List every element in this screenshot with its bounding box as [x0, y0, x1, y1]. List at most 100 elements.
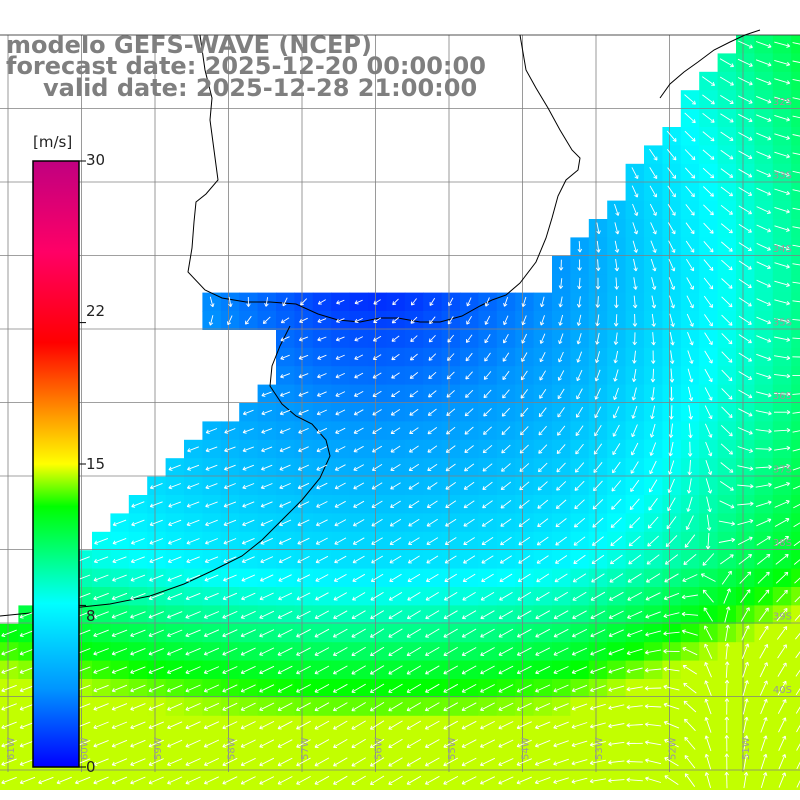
latitude-label: 33S: [773, 171, 792, 182]
wind-arrow: [246, 296, 251, 307]
wind-arrow: [335, 409, 346, 416]
wind-arrow: [774, 481, 790, 489]
wind-cell: [791, 329, 800, 349]
wind-arrow: [702, 94, 715, 105]
wind-arrow: [650, 240, 657, 253]
wind-arrow: [447, 316, 454, 325]
wind-arrow: [669, 350, 675, 364]
wind-arrow: [593, 443, 603, 455]
wind-arrow: [720, 95, 734, 104]
wind-arrow: [576, 369, 583, 382]
wind-arrow: [774, 114, 790, 122]
wind-arrow: [755, 77, 772, 86]
wind-arrow: [792, 134, 800, 137]
wind-arrow: [738, 187, 753, 196]
wind-arrow: [558, 351, 564, 363]
wind-arrow: [774, 78, 791, 85]
wind-arrow: [465, 389, 474, 398]
colorbar-unit: [m/s]: [33, 133, 73, 151]
wind-arrow: [650, 368, 656, 383]
wind-arrow: [774, 317, 791, 324]
wind-arrow: [792, 337, 800, 340]
wind-arrow: [631, 387, 637, 401]
wind-arrow: [669, 313, 675, 327]
wind-arrow: [336, 299, 345, 305]
wind-arrow: [317, 391, 327, 397]
wind-arrow: [721, 296, 733, 308]
wind-arrow: [482, 444, 493, 454]
wind-arrow: [576, 314, 582, 326]
wind-arrow: [428, 353, 437, 361]
wind-cell: [791, 476, 800, 496]
wind-arrow: [595, 296, 601, 308]
wind-cell: [791, 734, 800, 754]
wind-arrow: [261, 464, 273, 471]
wind-arrow: [168, 501, 182, 508]
wind-arrow: [738, 168, 753, 178]
wind-arrow: [704, 332, 713, 346]
wind-arrow: [596, 222, 601, 235]
wind-arrow: [632, 295, 638, 309]
wind-arrow: [521, 315, 527, 326]
wind-arrow: [391, 353, 400, 361]
wind-arrow: [792, 244, 800, 247]
wind-arrow: [651, 277, 657, 290]
wind-cell: [791, 550, 800, 570]
colorbar-tick-0: 0: [86, 758, 96, 776]
wind-arrow: [792, 263, 800, 266]
wind-cell: [791, 458, 800, 478]
wind-arrow: [792, 97, 800, 100]
wind-arrow: [595, 259, 601, 271]
wind-arrow: [502, 333, 509, 344]
wind-arrow: [354, 299, 363, 305]
graticule: [0, 34, 800, 772]
wind-arrow: [666, 149, 677, 161]
wind-arrow: [686, 295, 694, 309]
wind-arrow: [614, 295, 619, 308]
wind-arrow: [738, 297, 752, 307]
wind-arrow: [630, 461, 639, 474]
wind-arrow: [756, 95, 772, 104]
wind-arrow: [756, 224, 771, 233]
colorbar-tick-15: 15: [86, 455, 106, 473]
wind-arrow: [721, 278, 733, 289]
wind-cell: [791, 35, 800, 54]
wind-arrow: [483, 371, 492, 380]
wind-arrow: [558, 314, 564, 326]
wind-arrow: [242, 483, 255, 490]
wind-arrow: [574, 480, 585, 491]
wind-arrow: [756, 279, 771, 288]
wind-arrow: [558, 278, 564, 289]
wind-arrow: [464, 426, 474, 435]
wind-arrow: [205, 446, 218, 453]
wind-arrow: [755, 410, 772, 416]
wind-arrow: [737, 427, 753, 435]
wind-arrow: [649, 167, 658, 180]
wind-arrow: [755, 482, 772, 488]
wind-cell: [791, 642, 800, 662]
wind-arrow: [558, 333, 564, 345]
wind-arrow: [538, 425, 547, 436]
wind-arrow: [409, 353, 418, 361]
wind-arrow: [738, 371, 753, 380]
wind-arrow: [738, 205, 752, 215]
wind-arrow: [205, 501, 218, 508]
wind-arrow: [774, 151, 790, 159]
colorbar-tick-22: 22: [86, 302, 106, 320]
wind-cell: [791, 715, 800, 735]
wind-arrow: [720, 131, 734, 141]
wind-arrow: [242, 464, 255, 471]
wind-arrow: [792, 448, 800, 452]
wind-arrow: [187, 464, 200, 471]
wind-arrow: [667, 203, 676, 216]
wind-arrow: [410, 316, 418, 324]
wind-arrow: [501, 463, 511, 472]
wind-arrow: [738, 242, 752, 252]
wind-arrow: [704, 350, 713, 364]
wind-arrow: [408, 482, 420, 490]
wind-cell: [791, 53, 800, 73]
wind-arrow: [737, 484, 754, 489]
wind-arrow: [701, 76, 716, 86]
wind-arrow: [242, 428, 254, 434]
wind-arrow: [703, 204, 714, 216]
